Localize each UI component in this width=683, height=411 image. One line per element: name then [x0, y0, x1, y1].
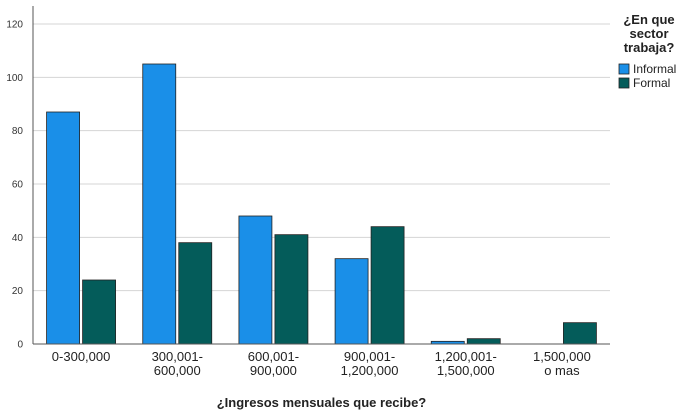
bar-informal: [142, 63, 177, 345]
y-tick-label: 20: [12, 286, 24, 297]
bar-formal: [563, 322, 597, 345]
bar-formal: [274, 234, 309, 345]
y-tick-label: 40: [12, 233, 24, 244]
y-tick-label: 100: [6, 73, 23, 84]
y-tick-label: 60: [12, 180, 24, 191]
legend-entry: Informal: [633, 62, 676, 76]
x-axis: 0-300,000 300,001-600,000 600,001-900,000 9…: [33, 343, 610, 378]
bars: [46, 63, 597, 345]
x-tick-label: 600,000: [154, 363, 201, 378]
y-tick-label: 80: [12, 126, 24, 137]
x-tick-label: 1,200,001-: [435, 349, 497, 364]
legend-entry: Formal: [633, 76, 670, 90]
legend-title: sector: [629, 26, 668, 41]
x-tick-label: 1,500,000: [533, 349, 591, 364]
gridlines: [33, 23, 610, 292]
bar-informal: [334, 258, 369, 345]
legend-title: trabaja?: [624, 40, 675, 55]
x-tick-label: 0-300,000: [52, 349, 111, 364]
y-tick-label: 0: [17, 340, 23, 351]
legend-swatch: [618, 77, 630, 89]
x-tick-label: 900,000: [250, 363, 297, 378]
y-axis: 0 20 40 60 80 100 120: [6, 6, 34, 351]
legend-swatch: [618, 63, 630, 75]
x-tick-label: o mas: [544, 363, 580, 378]
x-tick-label: 1,500,000: [437, 363, 495, 378]
bar-formal: [370, 226, 405, 345]
x-tick-label: 1,200,000: [341, 363, 399, 378]
bar-formal: [178, 242, 213, 345]
bar-informal: [46, 111, 80, 345]
bar-formal: [466, 338, 501, 345]
bar-formal: [82, 279, 116, 345]
x-tick-label: 600,001-: [248, 349, 299, 364]
x-tick-label: 900,001-: [344, 349, 395, 364]
legend-title: ¿En que: [623, 12, 674, 27]
bar-informal: [238, 215, 273, 345]
y-tick-label: 120: [6, 20, 23, 31]
x-tick-label: 300,001-: [152, 349, 203, 364]
x-axis-label: ¿Ingresos mensuales que recibe?: [217, 395, 427, 410]
